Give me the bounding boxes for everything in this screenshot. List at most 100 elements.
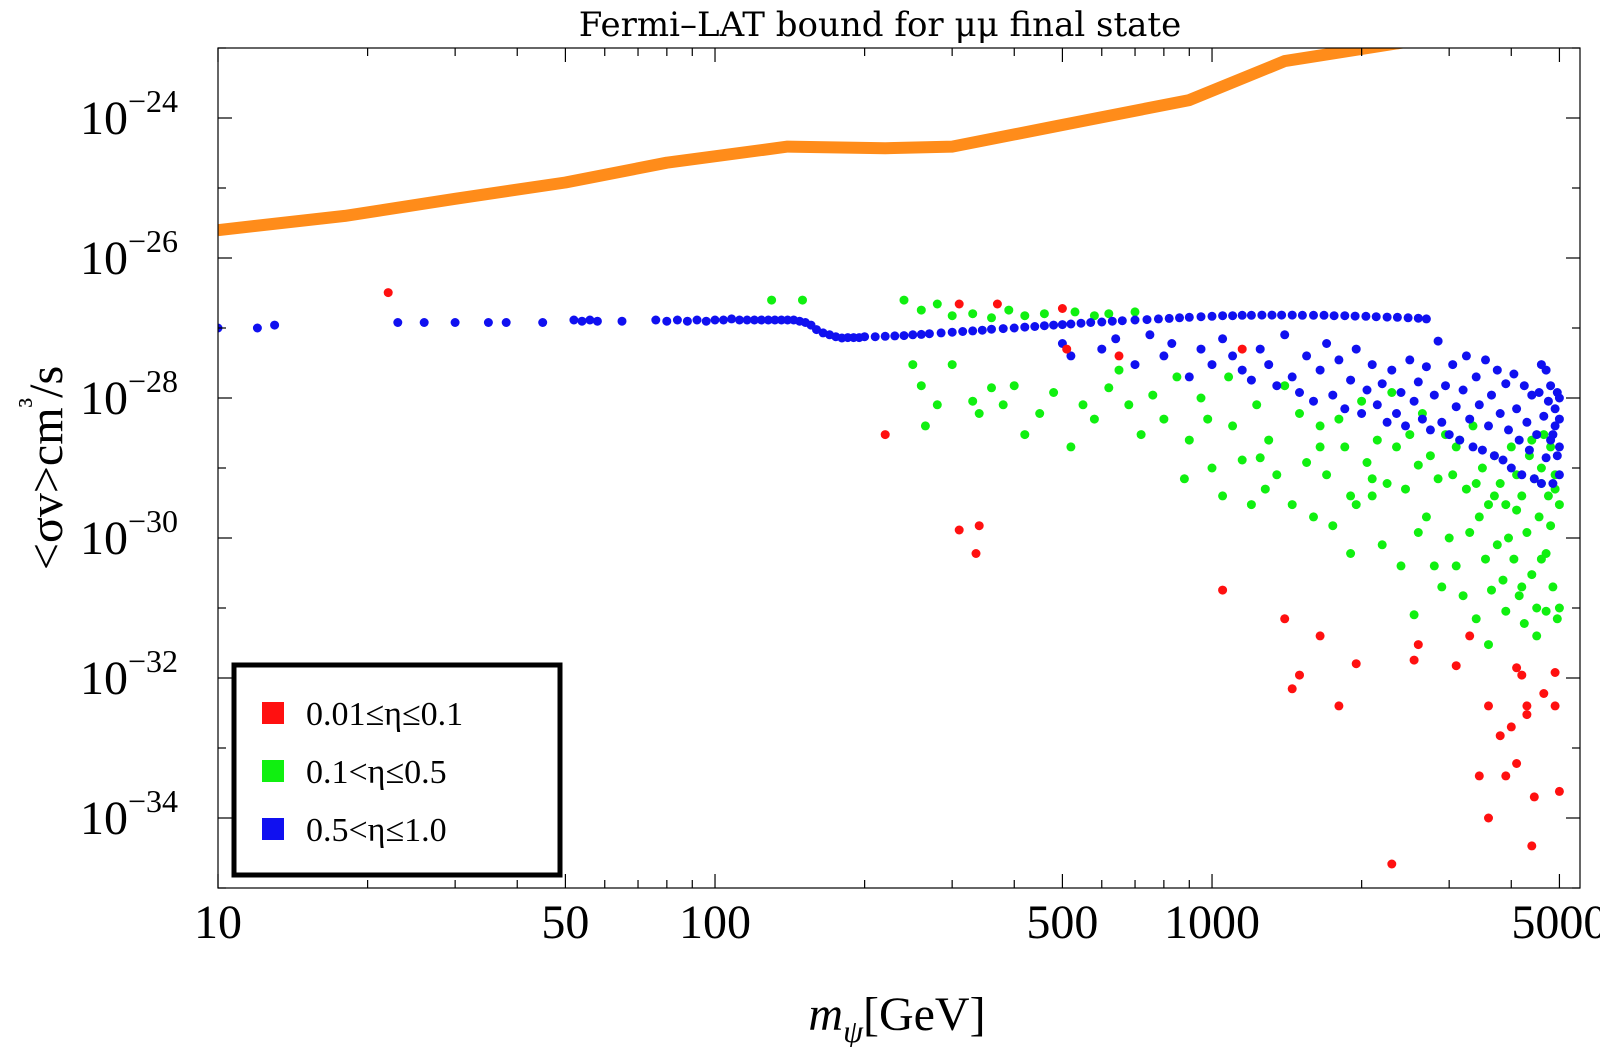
scatter-point — [1287, 684, 1297, 694]
scatter-point — [1451, 661, 1461, 671]
x-tick-label: 5000 — [1511, 896, 1600, 949]
scatter-point — [1066, 442, 1076, 452]
scatter-point — [1062, 344, 1072, 354]
scatter-point — [569, 315, 579, 325]
scatter-point — [1049, 320, 1059, 330]
scatter-point — [1451, 442, 1461, 452]
scatter-point — [672, 315, 682, 325]
scatter-point — [1104, 309, 1114, 319]
scatter-point — [1362, 458, 1372, 467]
scatter-point — [682, 316, 692, 326]
scatter-point — [1495, 479, 1505, 488]
scatter-point — [1207, 311, 1217, 321]
scatter-point — [735, 315, 744, 325]
scatter-point — [1461, 351, 1471, 361]
scatter-point — [1237, 455, 1247, 465]
scatter-point — [1057, 304, 1067, 313]
scatter-point — [1554, 393, 1564, 403]
scatter-point — [1512, 663, 1522, 673]
scatter-point — [1322, 470, 1332, 480]
scatter-point — [1218, 311, 1228, 321]
scatter-point — [1066, 319, 1076, 329]
fermi-lat-bound-curve — [218, 48, 1407, 237]
scatter-point — [987, 313, 996, 323]
scatter-point — [1413, 528, 1423, 537]
scatter-point — [1554, 414, 1564, 424]
scatter-point — [870, 332, 880, 342]
scatter-point — [1329, 311, 1339, 321]
scatter-point — [1097, 317, 1107, 327]
scatter-point — [974, 521, 984, 531]
scatter-point — [1461, 484, 1471, 494]
scatter-point — [1328, 390, 1338, 400]
scatter-point — [1501, 500, 1511, 510]
scatter-point — [483, 318, 493, 327]
scatter-point — [1409, 655, 1419, 665]
scatter-point — [1224, 372, 1234, 382]
scatter-point — [1495, 731, 1505, 741]
scatter-point — [1207, 463, 1217, 473]
scatter-point — [383, 288, 393, 298]
scatter-point — [1153, 314, 1163, 324]
scatter-point — [916, 381, 926, 391]
scatter-point — [936, 328, 946, 338]
scatter-point — [1487, 390, 1496, 400]
scatter-point — [1501, 771, 1511, 781]
scatter-point — [1030, 322, 1040, 331]
scatter-point — [1228, 311, 1238, 321]
scatter-point — [1089, 414, 1099, 424]
scatter-point — [1433, 336, 1443, 346]
scatter-point — [1429, 390, 1439, 400]
scatter-point — [1532, 603, 1542, 613]
scatter-point — [1413, 313, 1423, 323]
scatter-point — [1465, 528, 1475, 537]
scatter-point — [947, 327, 957, 337]
x-tick-label: 50 — [541, 896, 589, 949]
scatter-point — [1196, 344, 1206, 354]
scatter-point — [1539, 411, 1549, 421]
scatter-point — [1164, 313, 1174, 323]
scatter-point — [1392, 442, 1401, 452]
scatter-point — [1334, 701, 1344, 711]
scatter-point — [1554, 500, 1564, 510]
scatter-point — [908, 360, 918, 370]
chart-title: Fermi–LAT bound for μμ final state — [579, 5, 1181, 45]
scatter-point — [1550, 701, 1560, 711]
scatter-point — [1529, 792, 1539, 802]
scatter-point — [977, 325, 987, 335]
scatter-points-layer — [218, 288, 1564, 869]
scatter-point — [1539, 430, 1549, 440]
scatter-point — [538, 318, 548, 327]
scatter-point — [1167, 339, 1177, 348]
scatter-point — [1295, 409, 1304, 418]
scatter-point — [592, 316, 602, 326]
scatter-point — [1020, 322, 1030, 332]
scatter-point — [1468, 421, 1478, 431]
scatter-point — [1351, 344, 1361, 354]
y-tick-label: 10−28 — [80, 363, 178, 425]
scatter-point — [1280, 330, 1290, 340]
scatter-point — [1277, 310, 1287, 320]
scatter-point — [1481, 554, 1490, 564]
scatter-point — [1020, 430, 1030, 440]
scatter-point — [1519, 619, 1529, 628]
x-axis-label: mψ[GeV] — [808, 988, 985, 1047]
scatter-point — [1078, 400, 1088, 410]
scatter-point — [1465, 631, 1475, 641]
scatter-point — [987, 324, 996, 334]
scatter-point — [1458, 385, 1468, 395]
scatter-point — [880, 331, 890, 341]
scatter-point — [1543, 396, 1553, 406]
scatter-point — [1264, 360, 1274, 370]
scatter-point — [1554, 442, 1564, 452]
scatter-point — [1492, 365, 1502, 375]
scatter-point — [1477, 463, 1487, 473]
scatter-point — [1367, 360, 1377, 370]
scatter-point — [1004, 305, 1014, 315]
legend-swatch — [262, 760, 284, 782]
scatter-point — [1272, 470, 1282, 480]
scatter-point — [860, 332, 870, 342]
scatter-point — [1448, 360, 1458, 370]
scatter-point — [1207, 360, 1217, 370]
